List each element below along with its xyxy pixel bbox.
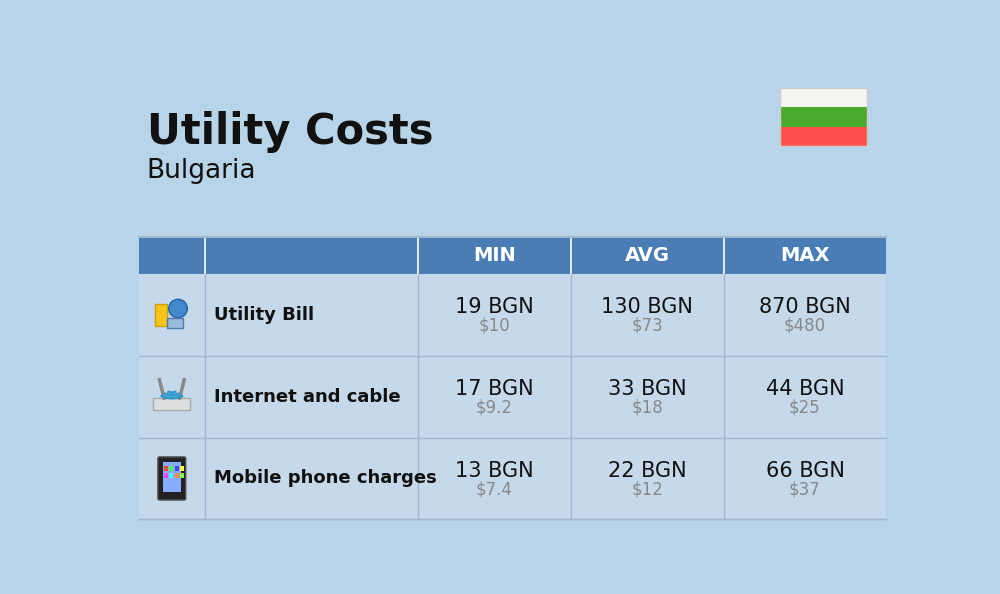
- Text: $37: $37: [789, 481, 821, 498]
- Text: $7.4: $7.4: [476, 481, 513, 498]
- Text: $480: $480: [784, 317, 826, 334]
- Bar: [164, 466, 168, 471]
- Text: MAX: MAX: [780, 246, 830, 265]
- Bar: [155, 304, 167, 326]
- Bar: [167, 318, 183, 328]
- Text: Utility Costs: Utility Costs: [147, 111, 433, 153]
- Bar: [169, 466, 173, 471]
- Text: $10: $10: [478, 317, 510, 334]
- Bar: [139, 274, 886, 356]
- Bar: [175, 473, 179, 478]
- Text: $12: $12: [631, 481, 663, 498]
- Bar: [139, 237, 886, 274]
- Bar: [153, 398, 190, 410]
- Text: $18: $18: [631, 399, 663, 416]
- Bar: [175, 466, 179, 471]
- Text: $9.2: $9.2: [476, 399, 513, 416]
- Bar: [169, 473, 173, 478]
- Text: 22 BGN: 22 BGN: [608, 461, 687, 481]
- Bar: [180, 466, 184, 471]
- Bar: [139, 438, 886, 519]
- Bar: [180, 473, 184, 478]
- Text: 13 BGN: 13 BGN: [455, 461, 534, 481]
- Text: Mobile phone charges: Mobile phone charges: [214, 469, 437, 488]
- Text: 17 BGN: 17 BGN: [455, 379, 534, 399]
- Text: Utility Bill: Utility Bill: [214, 306, 314, 324]
- FancyBboxPatch shape: [158, 457, 186, 500]
- Text: 66 BGN: 66 BGN: [766, 461, 844, 481]
- Text: Bulgaria: Bulgaria: [147, 157, 256, 184]
- Text: 33 BGN: 33 BGN: [608, 379, 687, 399]
- Text: AVG: AVG: [625, 246, 670, 265]
- Text: 44 BGN: 44 BGN: [766, 379, 844, 399]
- Text: 19 BGN: 19 BGN: [455, 297, 534, 317]
- Text: Internet and cable: Internet and cable: [214, 388, 401, 406]
- Bar: [164, 473, 168, 478]
- Bar: [139, 356, 886, 438]
- Circle shape: [169, 299, 187, 318]
- Bar: [163, 462, 181, 492]
- Bar: [780, 89, 867, 108]
- Bar: [780, 127, 867, 146]
- Bar: [780, 89, 867, 146]
- Text: $73: $73: [631, 317, 663, 334]
- Bar: [780, 108, 867, 127]
- Text: 130 BGN: 130 BGN: [601, 297, 693, 317]
- Text: MIN: MIN: [473, 246, 516, 265]
- Text: $25: $25: [789, 399, 821, 416]
- Text: 870 BGN: 870 BGN: [759, 297, 851, 317]
